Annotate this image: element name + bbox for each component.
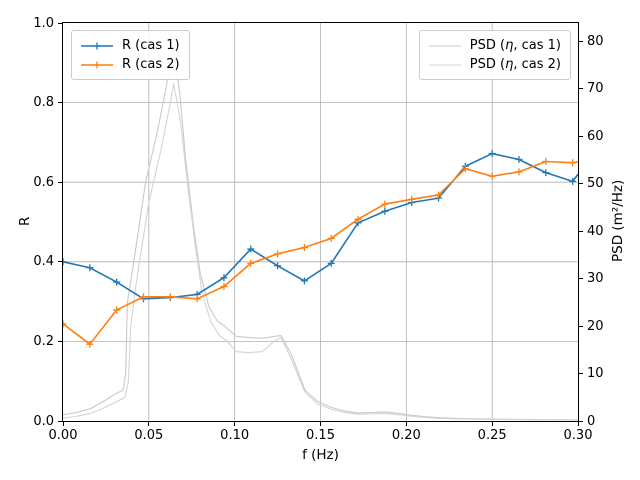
x-tick-mark — [62, 422, 64, 426]
y-left-tick-label: 1.0 — [33, 15, 54, 31]
legend-label: R (cas 1) — [122, 38, 180, 53]
series-markers-r1 — [63, 150, 577, 303]
x-tick-label: 0.10 — [220, 428, 250, 443]
y-right-tick-label: 30 — [587, 271, 604, 287]
legend-item-r-cas1: R (cas 1) — [79, 36, 180, 55]
y-right-tick-label: 80 — [587, 33, 604, 49]
y-left-tick-label: 0.4 — [33, 254, 54, 270]
chart-canvas — [63, 23, 578, 421]
x-tick-mark — [148, 422, 150, 426]
legend-item-psd-cas1: PSD (η, cas 1) — [427, 36, 561, 55]
y-right-tick-label: 40 — [587, 223, 604, 239]
y-right-tick-mark — [579, 135, 583, 137]
legend-item-psd-cas2: PSD (η, cas 2) — [427, 55, 561, 74]
y-left-tick-label: 0.8 — [33, 95, 54, 111]
line-sample-icon — [427, 58, 463, 72]
y-left-tick-mark — [58, 181, 62, 183]
y-right-tick-label: 20 — [587, 318, 604, 334]
x-tick-label: 0.20 — [391, 428, 421, 443]
y-right-tick-label: 60 — [587, 128, 604, 144]
plot-area: R (cas 1) R (cas 2) PSD (η, cas 1) PSD (… — [62, 22, 579, 422]
x-tick-mark — [320, 422, 321, 426]
legend-psd: PSD (η, cas 1) PSD (η, cas 2) — [418, 30, 571, 80]
series-line-psd2 — [63, 83, 578, 421]
x-tick-label: 0.05 — [134, 428, 164, 443]
y-right-tick-mark — [579, 88, 583, 90]
line-plus-marker-icon — [79, 39, 115, 53]
y-right-tick-mark — [579, 373, 583, 374]
y-left-tick-label: 0.0 — [33, 413, 54, 429]
x-axis-label: f (Hz) — [302, 447, 339, 463]
y-left-tick-label: 0.6 — [33, 174, 54, 190]
x-tick-mark — [577, 422, 579, 426]
y-left-tick-mark — [58, 420, 62, 422]
y-right-tick-label: 0 — [587, 413, 596, 429]
legend-r: R (cas 1) R (cas 2) — [71, 30, 190, 80]
legend-label: PSD (η, cas 1) — [469, 38, 561, 53]
x-tick-mark — [405, 422, 407, 426]
legend-item-r-cas2: R (cas 2) — [79, 55, 180, 74]
x-tick-label: 0.00 — [48, 428, 78, 443]
y-left-tick-mark — [58, 102, 62, 104]
x-tick-label: 0.15 — [306, 428, 335, 443]
y-right-tick-mark — [579, 420, 583, 422]
line-sample-icon — [427, 39, 463, 53]
legend-label: R (cas 2) — [122, 57, 180, 72]
y-right-tick-label: 10 — [587, 366, 604, 381]
series-markers-r2 — [63, 158, 577, 348]
y-left-tick-mark — [58, 22, 62, 24]
y-right-tick-label: 50 — [587, 176, 604, 192]
y-left-tick-label: 0.2 — [33, 333, 54, 349]
y-right-tick-mark — [579, 183, 583, 185]
y-left-axis-label: R — [17, 216, 33, 226]
x-tick-label: 0.30 — [563, 428, 593, 443]
legend-label: PSD (η, cas 2) — [469, 57, 561, 72]
y-left-tick-mark — [58, 340, 62, 342]
y-right-tick-mark — [579, 230, 583, 232]
y-right-tick-mark — [579, 40, 583, 42]
line-plus-marker-icon — [79, 58, 115, 72]
y-left-tick-mark — [58, 261, 62, 263]
x-tick-mark — [491, 422, 493, 426]
series-line-psd1 — [63, 45, 578, 421]
y-right-tick-label: 70 — [587, 81, 604, 97]
x-tick-mark — [234, 422, 236, 426]
x-tick-label: 0.25 — [477, 428, 507, 443]
y-right-tick-mark — [579, 325, 583, 327]
y-right-tick-mark — [579, 278, 583, 280]
